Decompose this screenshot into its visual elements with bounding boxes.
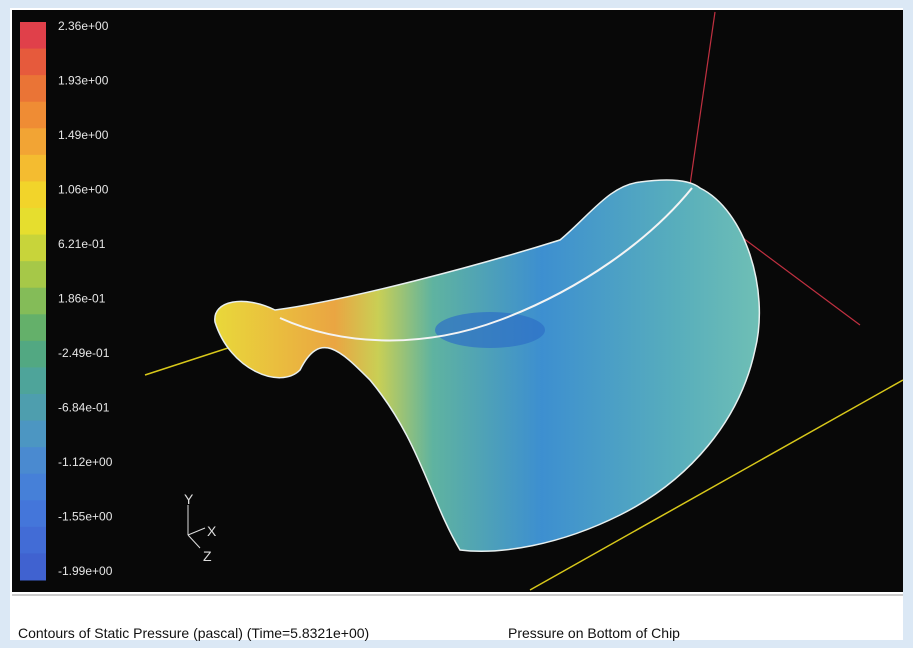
colorbar-label: 1.86e-01 bbox=[58, 292, 106, 306]
colorbar-label: -2.49e-01 bbox=[58, 346, 110, 360]
colorbar-label: 1.49e+00 bbox=[58, 128, 109, 142]
colorbar-band bbox=[20, 340, 46, 368]
colorbar-band bbox=[20, 500, 46, 528]
colorbar-band bbox=[20, 101, 46, 129]
colorbar-label: -1.99e+00 bbox=[58, 564, 113, 578]
colorbar-label: -6.84e-01 bbox=[58, 401, 110, 415]
colorbar-label: -1.12e+00 bbox=[58, 455, 113, 469]
edge-line bbox=[529, 379, 904, 591]
colorbar-band bbox=[20, 22, 46, 50]
axis-label: Y bbox=[184, 491, 194, 507]
colorbar-band bbox=[20, 154, 46, 182]
surface-low bbox=[435, 312, 545, 348]
colorbar-band bbox=[20, 447, 46, 475]
colorbar-label: 1.93e+00 bbox=[58, 74, 109, 88]
colorbar-label: 6.21e-01 bbox=[58, 237, 106, 251]
caption-subtitle: Pressure on Bottom of Chip bbox=[508, 625, 680, 641]
surface-crease bbox=[279, 187, 693, 342]
colorbar-band bbox=[20, 367, 46, 395]
axis-x bbox=[187, 527, 206, 536]
caption-title: Contours of Static Pressure (pascal) (Ti… bbox=[18, 625, 369, 641]
colorbar-band bbox=[20, 314, 46, 342]
colorbar-band bbox=[20, 48, 46, 76]
colorbar-label: 2.36e+00 bbox=[58, 19, 109, 33]
axis-label: X bbox=[207, 523, 217, 539]
colorbar-label: 1.06e+00 bbox=[58, 183, 109, 197]
colorbar-band bbox=[20, 128, 46, 156]
colorbar-band bbox=[20, 420, 46, 448]
edge-line bbox=[689, 11, 716, 186]
colorbar-band bbox=[20, 75, 46, 103]
colorbar-band bbox=[20, 287, 46, 315]
colorbar-label: -1.55e+00 bbox=[58, 510, 113, 524]
axis-z bbox=[187, 534, 201, 549]
colorbar: 2.36e+00 1.93e+00 1.49e+00 1.06e+00 6.21e-01… bbox=[20, 19, 113, 581]
colorbar-band bbox=[20, 526, 46, 554]
colorbar-band bbox=[20, 261, 46, 289]
colorbar-band bbox=[20, 181, 46, 209]
surface bbox=[214, 179, 761, 552]
colorbar-band bbox=[20, 473, 46, 501]
colorbar-band bbox=[20, 208, 46, 236]
colorbar-band bbox=[20, 234, 46, 262]
colorbar-band bbox=[20, 394, 46, 422]
axis-label: Z bbox=[203, 548, 212, 564]
colorbar-band bbox=[20, 553, 46, 581]
